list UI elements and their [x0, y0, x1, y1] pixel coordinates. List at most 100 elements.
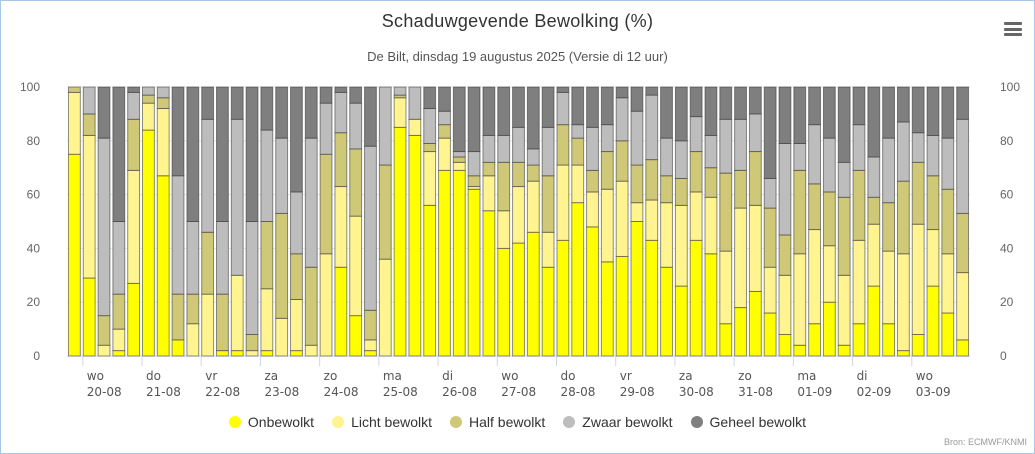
- bar-segment-half-bewolkt[interactable]: [852, 169, 866, 241]
- bar-segment-onbewolkt[interactable]: [837, 344, 851, 357]
- bar-segment-zwaar-bewolkt[interactable]: [423, 108, 437, 144]
- bar-segment-half-bewolkt[interactable]: [201, 231, 215, 295]
- bar-segment-onbewolkt[interactable]: [852, 323, 866, 357]
- bar-segment-licht-bewolkt[interactable]: [141, 102, 155, 131]
- bar-segment-licht-bewolkt[interactable]: [852, 239, 866, 325]
- bar-segment-zwaar-bewolkt[interactable]: [541, 126, 555, 177]
- bar-segment-zwaar-bewolkt[interactable]: [482, 134, 496, 163]
- bar-segment-licht-bewolkt[interactable]: [349, 215, 363, 317]
- bar-segment-zwaar-bewolkt[interactable]: [689, 116, 703, 153]
- bar-segment-onbewolkt[interactable]: [704, 253, 718, 357]
- bar-segment-licht-bewolkt[interactable]: [571, 164, 585, 204]
- bar-segment-onbewolkt[interactable]: [349, 315, 363, 357]
- bar-segment-geheel-bewolkt[interactable]: [438, 86, 451, 112]
- bar-segment-licht-bewolkt[interactable]: [260, 288, 274, 352]
- bar-segment-geheel-bewolkt[interactable]: [600, 86, 614, 126]
- bar-segment-half-bewolkt[interactable]: [512, 161, 525, 188]
- bar-segment-zwaar-bewolkt[interactable]: [408, 86, 422, 120]
- bar-segment-zwaar-bewolkt[interactable]: [719, 118, 733, 174]
- bar-segment-zwaar-bewolkt[interactable]: [956, 118, 970, 214]
- bar-segment-zwaar-bewolkt[interactable]: [141, 86, 155, 96]
- bar-segment-zwaar-bewolkt[interactable]: [171, 175, 185, 295]
- bar-segment-geheel-bewolkt[interactable]: [216, 86, 229, 222]
- bar-segment-geheel-bewolkt[interactable]: [704, 86, 718, 136]
- bar-segment-geheel-bewolkt[interactable]: [674, 86, 688, 142]
- bar-segment-geheel-bewolkt[interactable]: [275, 86, 289, 139]
- bar-segment-half-bewolkt[interactable]: [941, 188, 955, 255]
- bar-segment-half-bewolkt[interactable]: [630, 164, 644, 204]
- bar-segment-zwaar-bewolkt[interactable]: [290, 191, 303, 255]
- bar-segment-half-bewolkt[interactable]: [438, 124, 451, 139]
- bar-segment-geheel-bewolkt[interactable]: [911, 86, 925, 134]
- bar-segment-zwaar-bewolkt[interactable]: [778, 142, 792, 236]
- bar-segment-half-bewolkt[interactable]: [837, 196, 851, 276]
- bar-segment-licht-bewolkt[interactable]: [734, 207, 747, 309]
- hamburger-menu-icon[interactable]: [1004, 22, 1022, 36]
- bar-segment-licht-bewolkt[interactable]: [600, 188, 614, 263]
- bar-segment-zwaar-bewolkt[interactable]: [512, 126, 525, 163]
- bar-segment-zwaar-bewolkt[interactable]: [748, 113, 762, 153]
- bar-segment-licht-bewolkt[interactable]: [763, 266, 777, 314]
- bar-segment-onbewolkt[interactable]: [408, 134, 422, 357]
- bar-segment-onbewolkt[interactable]: [793, 344, 807, 357]
- bar-segment-zwaar-bewolkt[interactable]: [216, 221, 229, 295]
- bar-segment-zwaar-bewolkt[interactable]: [526, 148, 540, 166]
- bar-segment-half-bewolkt[interactable]: [867, 196, 881, 225]
- bar-segment-onbewolkt[interactable]: [748, 290, 762, 357]
- bar-segment-licht-bewolkt[interactable]: [127, 169, 141, 284]
- bar-segment-onbewolkt[interactable]: [290, 350, 303, 357]
- bar-segment-geheel-bewolkt[interactable]: [763, 86, 777, 179]
- bar-segment-licht-bewolkt[interactable]: [541, 231, 555, 268]
- bar-segment-onbewolkt[interactable]: [171, 339, 185, 357]
- bar-segment-licht-bewolkt[interactable]: [526, 180, 540, 233]
- bar-segment-geheel-bewolkt[interactable]: [571, 86, 585, 126]
- bar-segment-licht-bewolkt[interactable]: [497, 210, 511, 249]
- bar-segment-zwaar-bewolkt[interactable]: [378, 86, 392, 166]
- bar-segment-geheel-bewolkt[interactable]: [349, 86, 363, 104]
- bar-segment-licht-bewolkt[interactable]: [334, 186, 348, 268]
- bar-segment-half-bewolkt[interactable]: [793, 169, 807, 255]
- bar-segment-geheel-bewolkt[interactable]: [882, 86, 896, 139]
- bar-segment-geheel-bewolkt[interactable]: [852, 86, 866, 126]
- bar-segment-zwaar-bewolkt[interactable]: [467, 151, 481, 177]
- bar-segment-licht-bewolkt[interactable]: [82, 134, 96, 279]
- bar-segment-zwaar-bewolkt[interactable]: [319, 102, 333, 155]
- bar-segment-zwaar-bewolkt[interactable]: [660, 137, 673, 177]
- bar-segment-half-bewolkt[interactable]: [704, 167, 718, 198]
- bar-segment-half-bewolkt[interactable]: [171, 293, 185, 341]
- bar-segment-licht-bewolkt[interactable]: [393, 97, 407, 128]
- bar-segment-geheel-bewolkt[interactable]: [719, 86, 733, 120]
- bar-segment-licht-bewolkt[interactable]: [186, 323, 200, 357]
- bar-segment-half-bewolkt[interactable]: [882, 202, 896, 252]
- bar-segment-half-bewolkt[interactable]: [541, 175, 555, 233]
- bar-segment-geheel-bewolkt[interactable]: [201, 86, 215, 120]
- bar-segment-geheel-bewolkt[interactable]: [97, 86, 111, 139]
- bar-segment-licht-bewolkt[interactable]: [674, 204, 688, 287]
- bar-segment-half-bewolkt[interactable]: [896, 180, 910, 255]
- bar-segment-zwaar-bewolkt[interactable]: [586, 126, 599, 171]
- bar-segment-licht-bewolkt[interactable]: [837, 274, 851, 346]
- bar-segment-zwaar-bewolkt[interactable]: [82, 86, 96, 115]
- bar-segment-half-bewolkt[interactable]: [423, 142, 437, 153]
- bar-segment-zwaar-bewolkt[interactable]: [615, 97, 629, 142]
- bar-segment-licht-bewolkt[interactable]: [822, 245, 836, 303]
- bar-segment-onbewolkt[interactable]: [334, 266, 348, 357]
- bar-segment-half-bewolkt[interactable]: [778, 234, 792, 276]
- bar-segment-licht-bewolkt[interactable]: [926, 229, 940, 287]
- bar-segment-zwaar-bewolkt[interactable]: [275, 137, 289, 214]
- bar-segment-geheel-bewolkt[interactable]: [541, 86, 555, 128]
- bar-segment-zwaar-bewolkt[interactable]: [334, 91, 348, 134]
- bar-segment-zwaar-bewolkt[interactable]: [438, 110, 451, 126]
- bar-segment-half-bewolkt[interactable]: [156, 97, 170, 110]
- bar-segment-onbewolkt[interactable]: [127, 282, 141, 357]
- bar-segment-licht-bewolkt[interactable]: [793, 253, 807, 346]
- bar-segment-licht-bewolkt[interactable]: [645, 199, 659, 241]
- bar-segment-licht-bewolkt[interactable]: [304, 344, 318, 357]
- bar-segment-zwaar-bewolkt[interactable]: [556, 91, 570, 126]
- bar-segment-onbewolkt[interactable]: [526, 231, 540, 357]
- bar-segment-half-bewolkt[interactable]: [319, 153, 333, 255]
- bar-segment-onbewolkt[interactable]: [956, 339, 970, 357]
- bar-segment-licht-bewolkt[interactable]: [438, 137, 451, 171]
- bar-segment-licht-bewolkt[interactable]: [660, 202, 673, 268]
- bar-segment-onbewolkt[interactable]: [600, 261, 614, 357]
